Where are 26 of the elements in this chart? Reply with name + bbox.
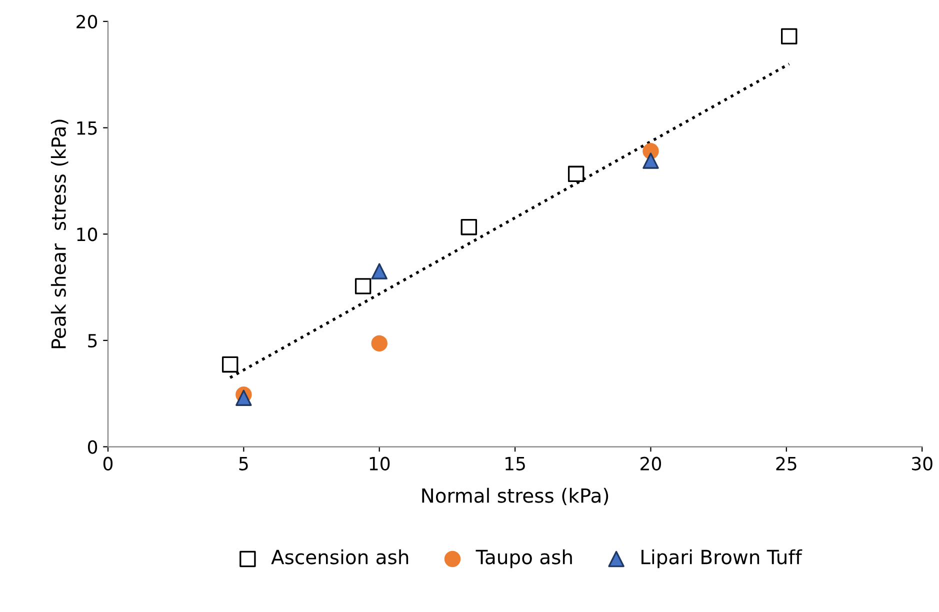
legend-label: Taupo ash [476,549,572,568]
point [222,356,238,373]
point [371,335,388,352]
point [568,166,584,182]
point [371,263,388,280]
y-tick-label: 5 [88,334,97,348]
point [781,28,798,44]
y-axis-title: Peak shear stress (kPa) [50,120,68,348]
point [642,152,659,169]
y-tick-label: 15 [77,121,97,135]
x-tick-label: 30 [912,456,932,470]
point [236,390,252,406]
y-tick-label: 0 [88,440,98,454]
x-tick-label: 20 [640,456,662,470]
x-tick-label: 25 [776,456,796,470]
x-tick-label: 5 [239,457,248,470]
y-tick-label: 10 [77,228,98,242]
point [460,218,478,236]
legend-label: Lipari Brown Tuff [642,549,802,568]
x-tick-label: 0 [103,456,113,470]
x-tick-label: 10 [370,456,390,470]
x-axis-title: Normal stress (kPa) [422,488,608,506]
point [354,278,372,294]
x-tick-label: 15 [506,457,525,470]
legend-label: Ascension ash [271,549,408,564]
y-tick-label: 20 [76,14,98,29]
